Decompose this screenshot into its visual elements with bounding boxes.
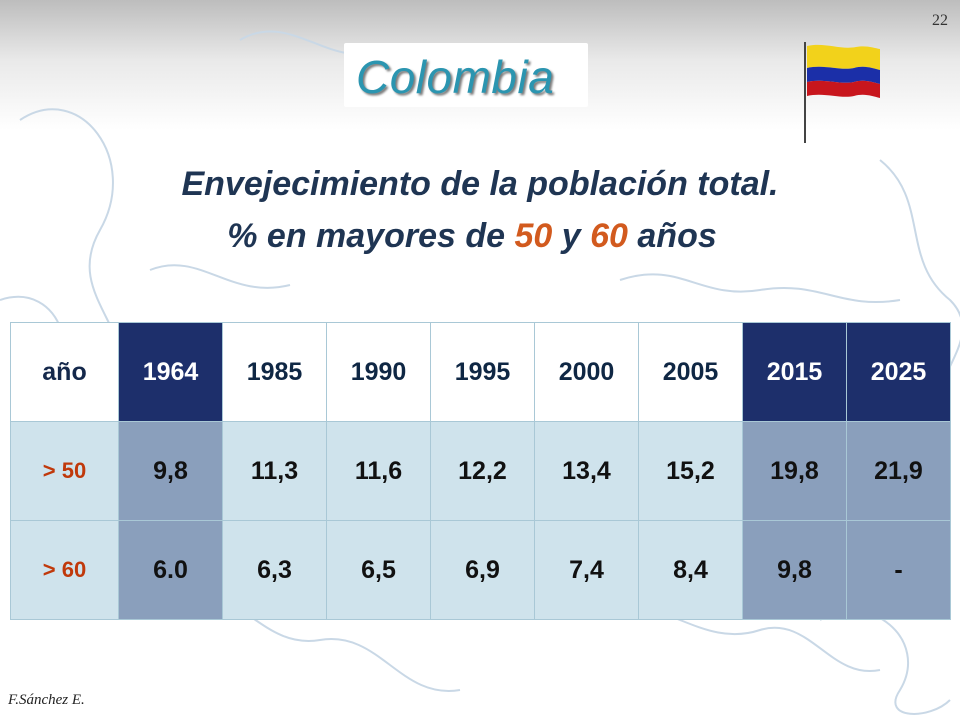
value-cell: 6.0 [118, 520, 223, 620]
header-label-cell: año [10, 322, 119, 422]
header-year-cell: 2005 [638, 322, 743, 422]
value-cell: 15,2 [638, 421, 743, 521]
table-header-row: año 1964 1985 1990 1995 2000 2005 2015 2… [10, 322, 951, 422]
colombia-flag-icon [804, 42, 880, 143]
value-cell: - [846, 520, 951, 620]
value-cell: 6,5 [326, 520, 431, 620]
header-year-cell: 2025 [846, 322, 951, 422]
value-cell: 6,9 [430, 520, 535, 620]
slide-title-line-2: % en mayores de 50 y 60 años [0, 217, 952, 256]
row-label-cell: > 50 [10, 421, 119, 521]
country-title-box [344, 43, 588, 107]
value-cell: 9,8 [118, 421, 223, 521]
slide-title-line-1: Envejecimiento de la población total. [181, 165, 779, 203]
header-year-cell: 1985 [222, 322, 327, 422]
value-cell: 11,3 [222, 421, 327, 521]
header-year-cell: 1990 [326, 322, 431, 422]
header-year-cell: 2015 [742, 322, 847, 422]
value-cell: 7,4 [534, 520, 639, 620]
country-title: Colombia [356, 51, 555, 103]
header-year-cell: 2000 [534, 322, 639, 422]
value-cell: 13,4 [534, 421, 639, 521]
header-year-cell: 1964 [118, 322, 223, 422]
value-cell: 9,8 [742, 520, 847, 620]
table-row: > 60 6.0 6,3 6,5 6,9 7,4 8,4 9,8 - [10, 520, 951, 620]
value-cell: 21,9 [846, 421, 951, 521]
header-year-cell: 1995 [430, 322, 535, 422]
title-prefix: % en mayores de [227, 217, 515, 255]
table-row: > 50 9,8 11,3 11,6 12,2 13,4 15,2 19,8 2… [10, 421, 951, 521]
title-highlight-50: 50 [514, 217, 553, 255]
value-cell: 8,4 [638, 520, 743, 620]
page-number: 22 [932, 12, 948, 29]
title-highlight-60: 60 [590, 217, 628, 255]
value-cell: 19,8 [742, 421, 847, 521]
value-cell: 12,2 [430, 421, 535, 521]
author-credit: F.Sánchez E. [8, 692, 85, 708]
row-label-cell: > 60 [10, 520, 119, 620]
value-cell: 6,3 [222, 520, 327, 620]
title-mid: y [552, 217, 591, 255]
aging-data-table: año 1964 1985 1990 1995 2000 2005 2015 2… [10, 322, 951, 620]
value-cell: 11,6 [326, 421, 431, 521]
title-suffix: años [627, 217, 717, 255]
